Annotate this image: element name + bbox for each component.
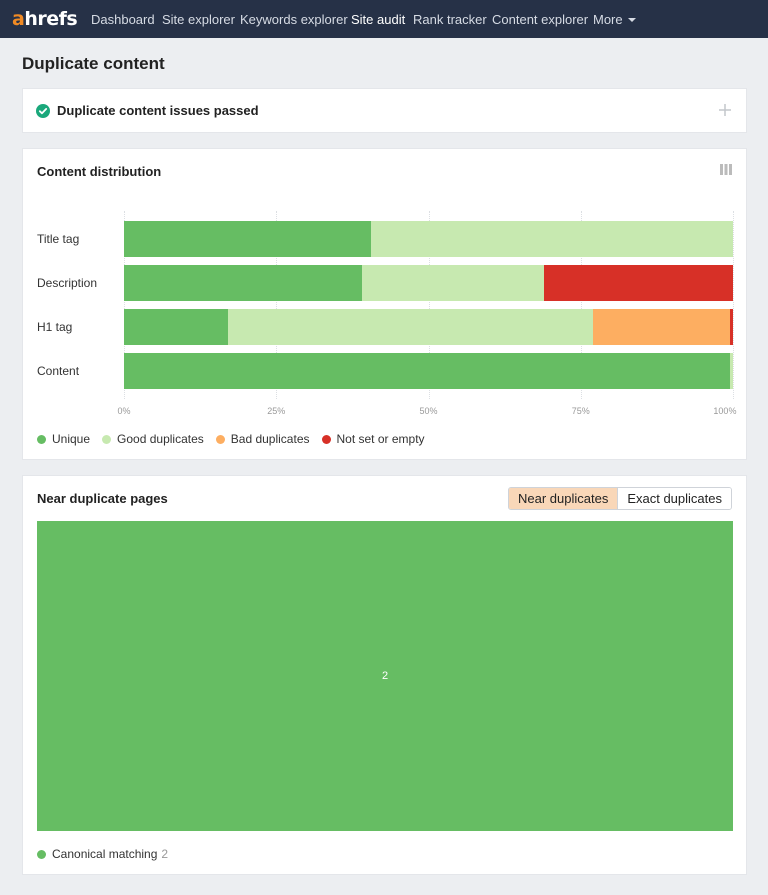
content-distribution-chart: Title tag Description H1 tag Content 0% 25% 50… — [23, 149, 748, 461]
legend-label: Bad duplicates — [230, 432, 310, 446]
stacked-bar[interactable] — [124, 353, 733, 389]
near-duplicates-button[interactable]: Near duplicates — [509, 488, 618, 509]
page-title: Duplicate content — [22, 54, 165, 73]
bar-segment[interactable] — [124, 309, 228, 345]
x-tick-label: 100% — [713, 406, 737, 416]
legend-dot — [37, 849, 46, 859]
bar-segment[interactable] — [729, 353, 733, 389]
canonical-matching-label: Canonical matching — [52, 847, 158, 861]
canonical-matching-count: 2 — [161, 847, 169, 861]
issues-card[interactable]: Duplicate content issues passed — [22, 88, 747, 133]
gridline — [124, 211, 125, 399]
bar-segment[interactable] — [592, 309, 730, 345]
nav-keywords-explorer[interactable]: Keywords explorer — [240, 12, 348, 27]
chart-legend: Unique Good duplicates Bad duplicates Not s… — [37, 432, 425, 446]
nav-more-label: More — [593, 12, 623, 27]
bar-segment[interactable] — [544, 265, 733, 301]
legend-label: Not set or empty — [336, 432, 425, 446]
stacked-bar[interactable] — [124, 309, 733, 345]
bar-segment[interactable] — [370, 221, 733, 257]
gridline — [276, 211, 278, 399]
nav-rank-tracker[interactable]: Rank tracker — [413, 12, 487, 27]
row-label: H1 tag — [37, 320, 73, 334]
legend-item[interactable]: Bad duplicates — [215, 432, 310, 446]
columns-icon[interactable] — [720, 164, 732, 175]
exact-duplicates-button[interactable]: Exact duplicates — [617, 488, 731, 509]
legend-item[interactable]: Not set or empty — [321, 432, 425, 446]
legend-dot — [102, 434, 112, 444]
near-duplicate-title: Near duplicate pages — [37, 491, 168, 506]
bar-segment[interactable] — [729, 309, 733, 345]
x-tick-label: 50% — [419, 406, 438, 416]
bar-segment[interactable] — [124, 353, 730, 389]
check-circle-icon — [36, 104, 50, 118]
nav-more-dropdown[interactable]: More — [593, 0, 636, 38]
content-distribution-card: Content distribution Title tag Descriptio… — [22, 148, 747, 460]
caret-down-icon — [627, 17, 636, 22]
legend-label: Good duplicates — [117, 432, 204, 446]
content-distribution-title: Content distribution — [37, 164, 162, 179]
stacked-bar[interactable] — [124, 265, 733, 301]
near-duplicate-card: Near duplicate pages Near duplicates Exa… — [22, 475, 747, 875]
treemap-value: 2 — [381, 670, 389, 682]
legend-item[interactable]: Unique — [37, 432, 90, 446]
duplicate-type-toggle: Near duplicates Exact duplicates — [508, 487, 732, 510]
legend-dot — [215, 434, 225, 444]
gridline — [428, 211, 430, 399]
near-duplicate-legend: Canonical matching 2 — [37, 847, 168, 861]
gridline — [733, 211, 734, 399]
nav-dashboard[interactable]: Dashboard — [91, 12, 155, 27]
bar-segment[interactable] — [124, 265, 362, 301]
row-label: Title tag — [37, 232, 80, 246]
issues-title: Duplicate content issues passed — [57, 103, 259, 118]
row-label: Description — [37, 276, 98, 290]
x-tick-label: 75% — [571, 406, 590, 416]
bar-segment[interactable] — [124, 221, 371, 257]
nav-content-explorer[interactable]: Content explorer — [492, 12, 589, 27]
gridline — [580, 211, 582, 399]
ahrefs-logo[interactable]: ahrefs — [12, 8, 78, 30]
legend-dot — [37, 434, 46, 444]
legend-label: Unique — [52, 432, 91, 446]
x-tick-label: 0% — [117, 406, 131, 416]
nav-site-explorer[interactable]: Site explorer — [162, 12, 235, 27]
row-label: Content — [37, 364, 80, 378]
nav-site-audit[interactable]: Site audit — [351, 12, 406, 27]
x-tick-label: 25% — [267, 406, 286, 416]
legend-dot — [321, 434, 331, 444]
bar-segment[interactable] — [361, 265, 545, 301]
top-navigation: ahrefs Dashboard Site explorer Keywords … — [0, 0, 768, 38]
legend-item[interactable]: Good duplicates — [102, 432, 204, 446]
near-duplicate-treemap[interactable]: 2 — [37, 521, 733, 831]
stacked-bar[interactable] — [124, 221, 733, 257]
bar-segment[interactable] — [227, 309, 593, 345]
plus-icon[interactable] — [718, 103, 732, 117]
